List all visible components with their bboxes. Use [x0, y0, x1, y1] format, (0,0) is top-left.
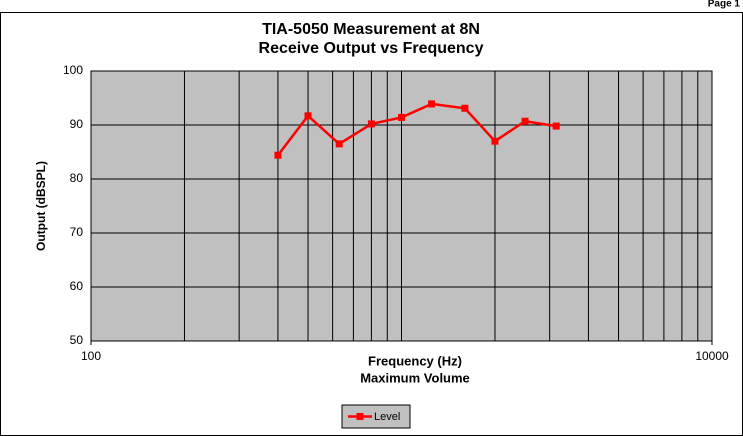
chart-title: TIA-5050 Measurement at 8N [262, 21, 480, 38]
legend-label: Level [374, 411, 400, 423]
y-tick-label: 80 [70, 171, 84, 185]
y-axis-label: Output (dBSPL) [34, 161, 48, 251]
legend-marker [356, 413, 364, 420]
x-axis-sublabel: Maximum Volume [360, 370, 470, 385]
page-label: Page 1 [708, 0, 741, 10]
point-marker [304, 112, 312, 120]
point-marker [491, 137, 499, 145]
point-marker [274, 151, 282, 159]
chart-subtitle: Receive Output vs Frequency [259, 40, 484, 57]
y-tick-label: 100 [63, 63, 83, 77]
plot-border [90, 70, 713, 342]
point-marker [521, 117, 529, 125]
x-tick-label: 100 [81, 349, 101, 363]
y-tick-label: 50 [70, 333, 84, 347]
y-tick-label: 90 [70, 117, 84, 131]
point-marker [552, 122, 560, 130]
y-tick-label: 60 [70, 279, 84, 293]
series-line [276, 102, 557, 156]
point-marker [398, 113, 405, 121]
point-marker [367, 120, 375, 128]
x-tick-label: 10000 [695, 349, 729, 363]
page-header [0, 0, 743, 12]
point-marker [428, 100, 436, 108]
legend-box [341, 404, 411, 429]
x-axis-label: Frequency (Hz) [368, 353, 462, 368]
point-marker [335, 140, 343, 148]
point-marker [461, 104, 469, 112]
y-tick-label: 70 [70, 225, 84, 239]
